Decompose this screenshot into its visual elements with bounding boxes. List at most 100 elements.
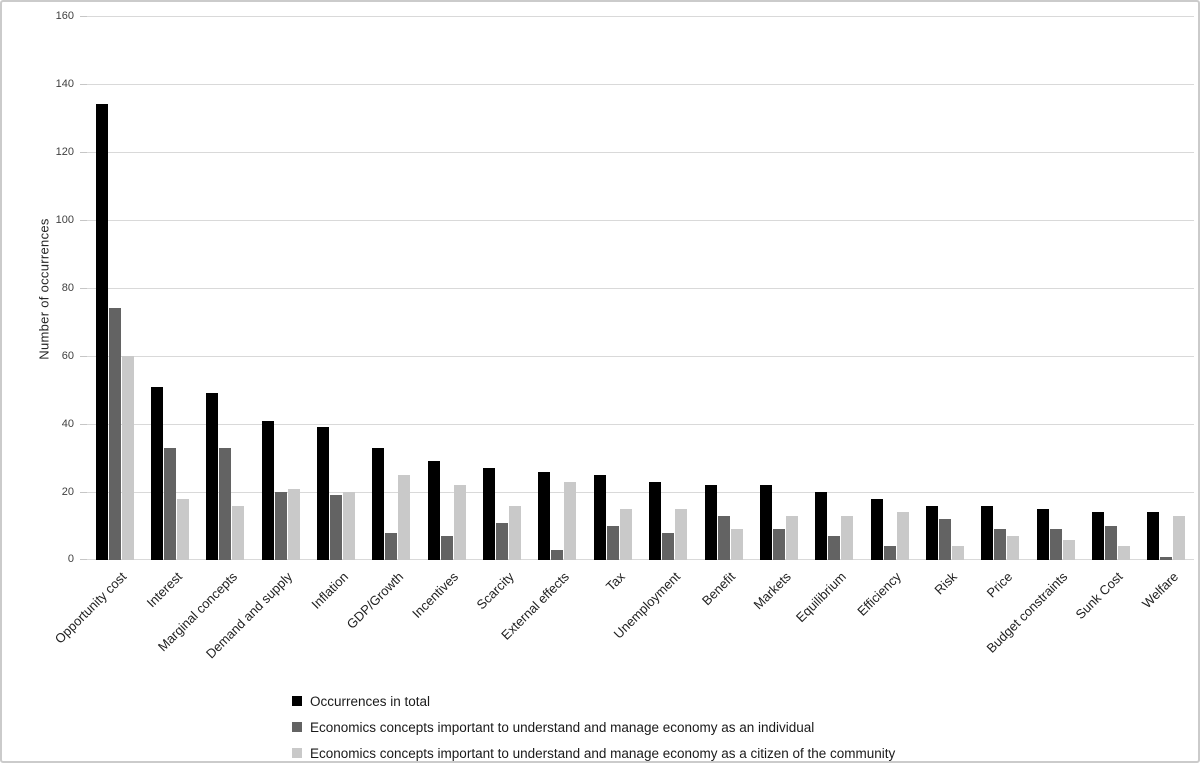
y-tickmark-60 <box>80 356 87 357</box>
x-axis-label-7: Scarcity <box>473 569 517 613</box>
legend-label: Economics concepts important to understa… <box>310 745 896 761</box>
bar-group-8 <box>530 16 585 560</box>
bar-series2-0 <box>121 356 134 560</box>
legend-label: Occurrences in total <box>310 693 431 709</box>
bar-series1-18 <box>1104 526 1117 560</box>
x-axis-label-19: Welfare <box>1138 569 1181 612</box>
bar-series1-19 <box>1160 556 1173 560</box>
legend-swatch-icon <box>292 748 302 758</box>
bar-group-2 <box>198 16 253 560</box>
legend: Occurrences in total Economics concepts i… <box>292 688 896 761</box>
bar-series1-14 <box>883 546 896 560</box>
x-axis-label-15: Risk <box>931 569 960 598</box>
bar-series2-15 <box>951 546 964 560</box>
y-tick-label-40: 40 <box>61 418 74 430</box>
bar-group-7 <box>474 16 529 560</box>
legend-item-2: Economics concepts important to understa… <box>292 740 896 761</box>
y-tickmark-40 <box>80 424 87 425</box>
y-tick-label-100: 100 <box>55 214 74 226</box>
bar-series2-3 <box>287 488 300 560</box>
bar-series0-14 <box>870 498 883 560</box>
bar-series0-10 <box>649 481 662 560</box>
bar-group-11 <box>696 16 751 560</box>
x-axis-label-11: Benefit <box>698 569 739 609</box>
bar-series1-6 <box>440 536 453 560</box>
bar-group-12 <box>751 16 806 560</box>
bar-group-3 <box>253 16 308 560</box>
bar-group-4 <box>308 16 363 560</box>
bar-series2-17 <box>1062 539 1075 560</box>
y-tick-label-0: 0 <box>67 553 74 565</box>
bar-series0-11 <box>704 485 717 560</box>
legend-item-0: Occurrences in total <box>292 688 895 714</box>
bar-series2-4 <box>343 492 356 560</box>
x-axis-label-12: Markets <box>750 569 794 613</box>
legend-label: Economics concepts important to understa… <box>310 719 815 735</box>
x-axis-label-1: Interest <box>143 569 185 611</box>
x-axis-label-4: Inflation <box>307 569 351 612</box>
gridline-40 <box>87 424 1194 425</box>
gridline-140 <box>87 84 1194 85</box>
bar-group-5 <box>364 16 419 560</box>
bar-group-14 <box>862 16 917 560</box>
y-tick-label-80: 80 <box>61 282 74 294</box>
x-axis-label-0: Opportunity cost <box>51 569 130 647</box>
legend-swatch-icon <box>292 722 302 732</box>
bar-series0-4 <box>317 427 330 560</box>
bar-series0-8 <box>538 471 551 560</box>
bar-series1-17 <box>1049 529 1062 560</box>
bar-series2-11 <box>730 529 743 560</box>
bar-group-16 <box>973 16 1028 560</box>
bar-series0-15 <box>925 505 938 560</box>
bar-series1-5 <box>385 532 398 560</box>
y-tickmark-20 <box>80 492 87 493</box>
x-axis-label-9: Tax <box>602 569 628 594</box>
bar-series1-0 <box>108 308 121 560</box>
x-axis-label-16: Price <box>983 569 1015 601</box>
bar-group-6 <box>419 16 474 560</box>
bar-series1-3 <box>274 492 287 560</box>
bar-group-1 <box>142 16 197 560</box>
gridline-20 <box>87 492 1194 493</box>
bar-group-9 <box>585 16 640 560</box>
bar-series1-15 <box>938 519 951 560</box>
bar-series2-19 <box>1173 515 1186 560</box>
bar-group-19 <box>1139 16 1194 560</box>
bar-series2-8 <box>564 481 577 560</box>
bar-series2-13 <box>841 515 854 560</box>
bar-series0-3 <box>261 420 274 560</box>
bar-series0-12 <box>759 485 772 560</box>
bar-series0-1 <box>151 386 164 560</box>
bar-series1-12 <box>772 529 785 560</box>
gridline-160 <box>87 16 1194 17</box>
bar-group-17 <box>1028 16 1083 560</box>
bar-series1-4 <box>330 495 343 560</box>
bar-series0-13 <box>815 492 828 560</box>
bar-series0-5 <box>372 447 385 560</box>
bar-series2-14 <box>896 512 909 560</box>
legend-item-1: Economics concepts important to understa… <box>292 714 895 740</box>
x-axis-label-14: Efficiency <box>854 569 905 619</box>
x-axis-label-13: Equilibrium <box>792 569 849 626</box>
bar-series1-10 <box>662 532 675 560</box>
bar-series2-5 <box>398 475 411 560</box>
gridline-100 <box>87 220 1194 221</box>
bar-group-0 <box>87 16 142 560</box>
gridline-0 <box>87 559 1194 560</box>
bar-series0-9 <box>593 475 606 560</box>
bar-series1-9 <box>606 526 619 560</box>
bar-series1-1 <box>164 447 177 560</box>
bar-series0-2 <box>206 393 219 560</box>
bar-series0-7 <box>483 468 496 560</box>
plot-area <box>80 16 1194 560</box>
bar-group-13 <box>807 16 862 560</box>
x-axis-label-18: Sunk Cost <box>1072 569 1126 623</box>
y-tick-label-20: 20 <box>61 486 74 498</box>
gridline-80 <box>87 288 1194 289</box>
x-axis-label-5: GDP/Growth <box>343 569 407 632</box>
bar-series1-11 <box>717 515 730 560</box>
bar-series0-0 <box>95 104 108 560</box>
y-tick-label-160: 160 <box>55 10 74 22</box>
gridline-60 <box>87 356 1194 357</box>
